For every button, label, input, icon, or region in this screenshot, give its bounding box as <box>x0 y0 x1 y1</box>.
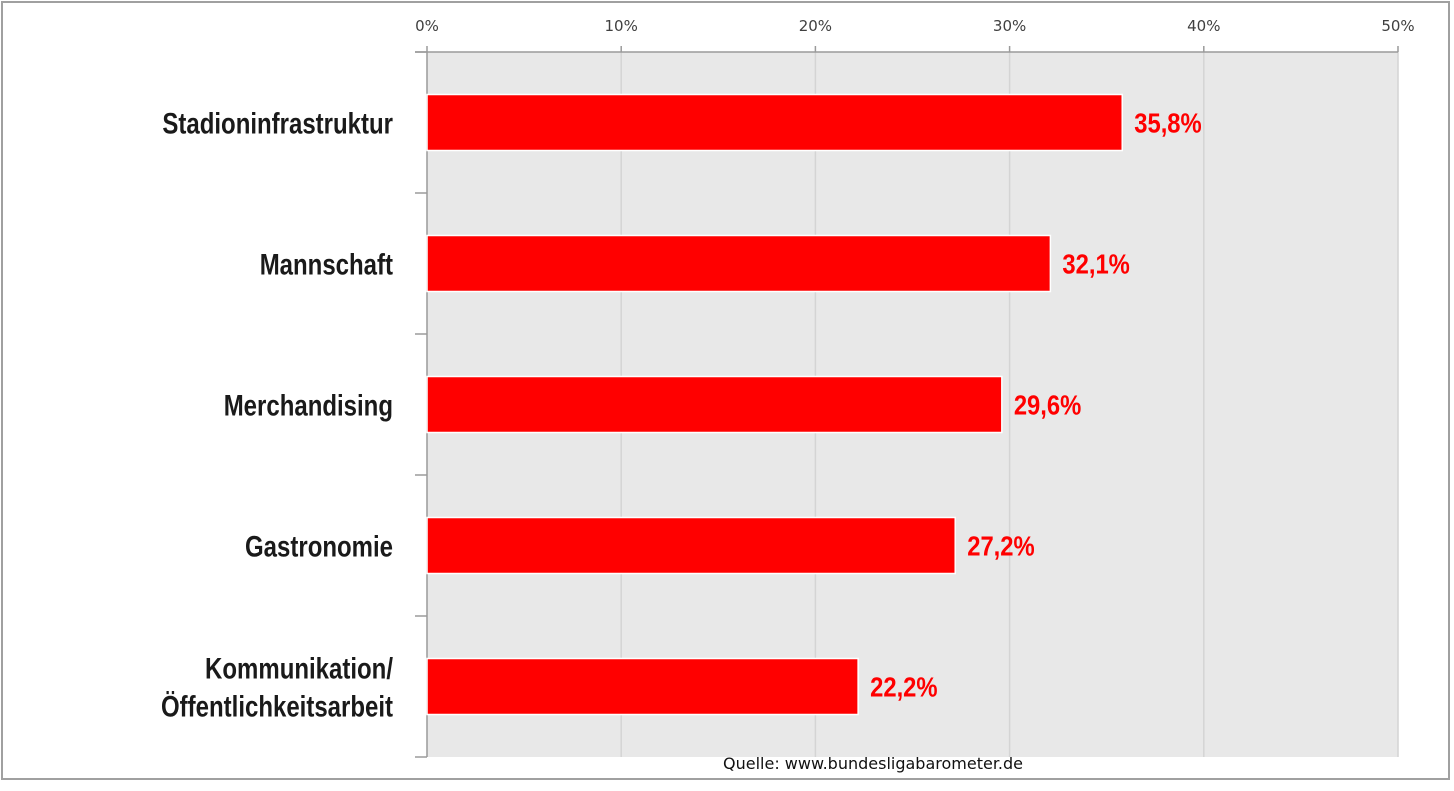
data-label: 27,2% <box>967 530 1034 562</box>
bar <box>426 516 956 575</box>
category-label: Kommunikation/ <box>205 651 393 685</box>
data-label: 22,2% <box>870 671 937 703</box>
data-label: 35,8% <box>1134 107 1201 139</box>
x-tick-label: 40% <box>1187 17 1220 35</box>
x-tick-label: 0% <box>415 17 439 35</box>
data-label: 29,6% <box>1014 389 1081 421</box>
source-note: Quelle: www.bundesligabarometer.de <box>723 754 1024 773</box>
bar <box>426 234 1052 293</box>
x-tick-label: 10% <box>605 17 638 35</box>
data-label: 32,1% <box>1062 248 1129 280</box>
category-label: Mannschaft <box>260 247 393 281</box>
category-label: Stadioninfrastruktur <box>162 106 393 140</box>
x-tick-label: 20% <box>799 17 832 35</box>
category-label: Öffentlichkeitsarbeit <box>161 689 393 723</box>
bar <box>426 93 1123 152</box>
category-label: Gastronomie <box>245 529 393 563</box>
category-label: Merchandising <box>224 388 393 422</box>
bar <box>426 657 859 716</box>
bar <box>426 375 1003 434</box>
x-tick-label: 30% <box>993 17 1026 35</box>
x-tick-label: 50% <box>1381 17 1414 35</box>
